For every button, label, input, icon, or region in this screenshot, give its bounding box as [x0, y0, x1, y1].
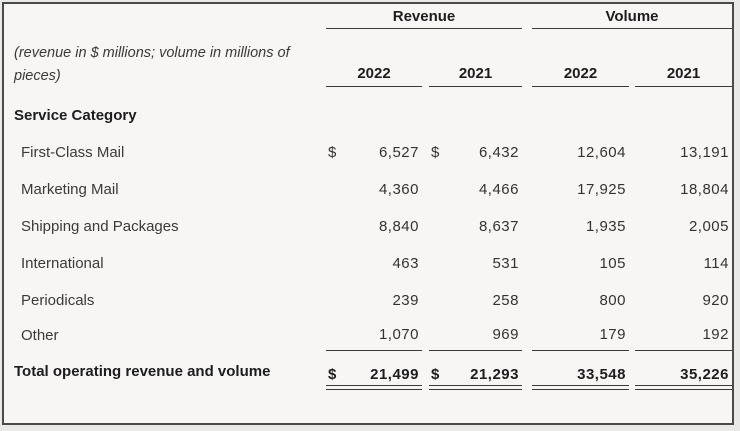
row-label-other: Other [21, 326, 59, 344]
cell-periodicals-volume-2022: 800 [532, 282, 629, 319]
cell-value: 13,191 [680, 144, 729, 161]
cell-value: 6,432 [478, 144, 519, 161]
cell-value: 2,005 [688, 218, 729, 235]
cell-value: 969 [492, 326, 519, 343]
cell-value: 8,840 [378, 218, 419, 235]
dollar-sign: $ [328, 366, 337, 383]
cell-other-volume-2021: 192 [635, 319, 732, 351]
cell-total-revenue-2021: $ 21,293 [429, 351, 522, 390]
cell-other-volume-2022: 179 [532, 319, 629, 351]
cell-value: 33,548 [577, 366, 626, 383]
cell-value: 920 [702, 292, 729, 309]
report-table-panel: Revenue Volume (revenue in $ millions; v… [2, 2, 734, 425]
cell-international-volume-2022: 105 [532, 245, 629, 282]
year-header-volume-2021: 2021 [635, 29, 732, 87]
cell-shipping-volume-2022: 1,935 [532, 208, 629, 245]
double-rule [429, 385, 522, 390]
cell-first-class-revenue-2022: $ 6,527 [326, 134, 422, 171]
cell-total-volume-2022: 33,548 [532, 351, 629, 390]
cell-value: 18,804 [680, 181, 729, 198]
cell-value: 258 [492, 292, 519, 309]
cell-international-revenue-2022: 463 [326, 245, 422, 282]
cell-value: 4,360 [378, 181, 419, 198]
year-header-volume-2022: 2022 [532, 29, 629, 87]
column-group-revenue: Revenue [326, 6, 522, 29]
cell-international-volume-2021: 114 [635, 245, 732, 282]
cell-value: 179 [599, 326, 626, 343]
year-header-revenue-2022: 2022 [326, 29, 422, 87]
cell-value: 4,466 [478, 181, 519, 198]
cell-periodicals-revenue-2021: 258 [429, 282, 522, 319]
cell-value: 192 [702, 326, 729, 343]
row-label-international: International [21, 255, 104, 272]
cell-value: 21,499 [370, 366, 419, 383]
cell-value: 105 [599, 255, 626, 272]
cell-marketing-revenue-2021: 4,466 [429, 171, 522, 208]
cell-total-volume-2021: 35,226 [635, 351, 732, 390]
row-label-marketing-mail: Marketing Mail [21, 181, 119, 198]
double-rule [326, 385, 422, 390]
cell-marketing-volume-2021: 18,804 [635, 171, 732, 208]
total-row-label: Total operating revenue and volume [14, 363, 271, 380]
cell-value: 17,925 [577, 181, 626, 198]
cell-first-class-volume-2022: 12,604 [532, 134, 629, 171]
cell-shipping-revenue-2022: 8,840 [326, 208, 422, 245]
cell-value: 12,604 [577, 144, 626, 161]
cell-value: 35,226 [680, 366, 729, 383]
double-rule [635, 385, 732, 390]
cell-shipping-volume-2021: 2,005 [635, 208, 732, 245]
cell-periodicals-volume-2021: 920 [635, 282, 732, 319]
row-label-first-class-mail: First-Class Mail [21, 144, 125, 161]
cell-value: 1,070 [378, 326, 419, 343]
row-label-periodicals: Periodicals [21, 292, 95, 309]
cell-periodicals-revenue-2022: 239 [326, 282, 422, 319]
units-note: (revenue in $ millions; volume in millio… [14, 45, 290, 84]
dollar-sign: $ [431, 144, 440, 161]
column-group-volume: Volume [532, 6, 732, 29]
cell-value: 1,935 [585, 218, 626, 235]
cell-value: 800 [599, 292, 626, 309]
cell-value: 6,527 [378, 144, 419, 161]
double-rule [532, 385, 629, 390]
cell-value: 8,637 [478, 218, 519, 235]
cell-first-class-revenue-2021: $ 6,432 [429, 134, 522, 171]
dollar-sign: $ [431, 366, 440, 383]
cell-international-revenue-2021: 531 [429, 245, 522, 282]
cell-value: 21,293 [470, 366, 519, 383]
cell-first-class-volume-2021: 13,191 [635, 134, 732, 171]
row-label-shipping-packages: Shipping and Packages [21, 218, 179, 235]
cell-value: 114 [703, 255, 729, 272]
year-header-revenue-2021: 2021 [429, 29, 522, 87]
cell-value: 239 [392, 292, 419, 309]
section-header: Service Category [14, 107, 137, 124]
cell-shipping-revenue-2021: 8,637 [429, 208, 522, 245]
cell-marketing-revenue-2022: 4,360 [326, 171, 422, 208]
cell-total-revenue-2022: $ 21,499 [326, 351, 422, 390]
cell-other-revenue-2021: 969 [429, 319, 522, 351]
cell-value: 531 [492, 255, 519, 272]
revenue-volume-table: Revenue Volume (revenue in $ millions; v… [6, 6, 732, 390]
cell-marketing-volume-2022: 17,925 [532, 171, 629, 208]
cell-value: 463 [392, 255, 419, 272]
cell-other-revenue-2022: 1,070 [326, 319, 422, 351]
dollar-sign: $ [328, 144, 337, 161]
